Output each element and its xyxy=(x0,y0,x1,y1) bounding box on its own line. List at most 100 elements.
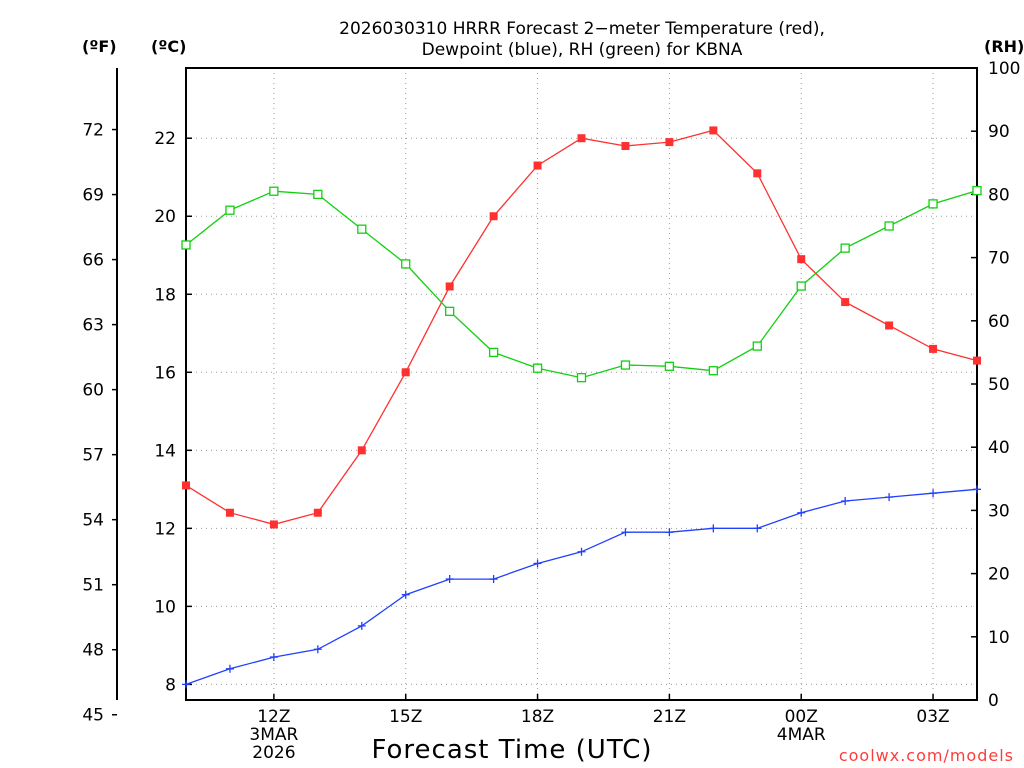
x-tick-label: 03Z xyxy=(916,707,949,727)
rh-point xyxy=(664,361,675,371)
temperature-point xyxy=(533,161,542,170)
rh-tick-label: 100 xyxy=(988,59,1020,79)
x-tick-label: 15Z xyxy=(389,707,422,727)
rh-point xyxy=(225,205,235,215)
temperature-point xyxy=(753,169,762,178)
temperature-point xyxy=(797,255,806,264)
dewpoint-point xyxy=(929,489,938,498)
rh-point xyxy=(752,341,762,351)
rh-point xyxy=(532,363,543,373)
temperature-point xyxy=(225,508,234,517)
rh-point xyxy=(796,281,806,291)
dewpoint-point xyxy=(973,485,981,494)
x-tick-label: 12Z xyxy=(257,707,290,727)
fahrenheit-tick-label: 63 xyxy=(82,316,104,336)
dewpoint-point xyxy=(621,528,630,537)
fahrenheit-tick-label: 45 xyxy=(82,706,104,726)
rh-tick-label: 30 xyxy=(988,501,1010,521)
x-tick-label: 21Z xyxy=(653,707,686,727)
rh-point xyxy=(488,347,499,358)
rh-tick-label: 90 xyxy=(988,122,1010,142)
dewpoint-point xyxy=(313,645,322,654)
dewpoint-point xyxy=(269,653,278,662)
rh-tick-label: 70 xyxy=(988,249,1010,269)
series-layer xyxy=(181,126,982,689)
fahrenheit-tick-label: 51 xyxy=(82,576,104,596)
rh-tick-label: 60 xyxy=(988,312,1010,332)
temperature-line xyxy=(185,129,978,526)
rh-point xyxy=(357,224,367,234)
rh-point xyxy=(884,221,894,231)
x-tick-label: 00Z xyxy=(785,707,818,727)
x-tick-label: 18Z xyxy=(521,707,554,727)
fahrenheit-tick-label: 48 xyxy=(82,641,104,661)
temperature-point xyxy=(357,446,366,455)
dewpoint-point xyxy=(533,559,542,568)
fahrenheit-tick-label: 66 xyxy=(82,251,104,271)
dewpoint-point xyxy=(357,621,366,630)
rh-series xyxy=(181,185,982,383)
celsius-unit-label: (ºC) xyxy=(151,37,186,56)
rh-point xyxy=(313,189,323,200)
fahrenheit-tick-label: 69 xyxy=(82,186,104,206)
rh-point xyxy=(181,240,191,250)
rh-tick-label: 10 xyxy=(988,628,1010,648)
dewpoint-point xyxy=(709,524,718,533)
dewpoint-point xyxy=(885,493,894,502)
dewpoint-point xyxy=(182,680,190,689)
temperature-point xyxy=(885,321,894,330)
chart-title-line2: Dewpoint (blue), RH (green) for KBNA xyxy=(422,40,743,60)
axes xyxy=(116,67,978,701)
dewpoint-point xyxy=(797,508,806,517)
dewpoint-line xyxy=(185,488,978,686)
celsius-tick-label: 16 xyxy=(154,363,176,383)
temperature-point xyxy=(269,520,278,529)
rh-point xyxy=(269,186,279,196)
fahrenheit-unit-label: (ºF) xyxy=(82,37,117,56)
tick-labels: 8 10 12 14 16 18 20 22 45 48 51 54 57 60 63 66 69 72 0 10 20… xyxy=(82,59,1020,763)
dewpoint-point xyxy=(445,575,454,584)
rh-point xyxy=(576,373,587,383)
rh-tick-label: 50 xyxy=(988,375,1010,395)
dewpoint-point xyxy=(753,524,762,533)
x-tick-label: 2026 xyxy=(252,743,295,763)
celsius-tick-label: 12 xyxy=(154,519,176,539)
fahrenheit-tick-label: 57 xyxy=(82,446,104,466)
fahrenheit-tick-label: 54 xyxy=(82,511,104,531)
temperature-point xyxy=(445,282,454,291)
celsius-tick-label: 20 xyxy=(154,207,176,227)
rh-tick-label: 40 xyxy=(988,438,1010,458)
x-tick-label: 4MAR xyxy=(777,725,826,745)
temperature-point xyxy=(313,508,322,517)
temperature-series xyxy=(182,126,981,529)
fahrenheit-tick-label: 72 xyxy=(82,121,104,141)
rh-point xyxy=(972,185,982,196)
source-credit: coolwx.com/models xyxy=(839,746,1014,765)
rh-unit-label: (RH) xyxy=(984,37,1024,56)
rh-tick-label: 80 xyxy=(988,185,1010,205)
rh-point xyxy=(708,366,718,376)
dewpoint-point xyxy=(665,528,674,537)
rh-point xyxy=(928,199,938,209)
rh-point xyxy=(840,243,850,253)
x-axis-label: Forecast Time (UTC) xyxy=(371,735,652,765)
temperature-point xyxy=(182,481,190,490)
temperature-point xyxy=(665,138,674,147)
rh-point xyxy=(620,360,631,370)
celsius-tick-label: 18 xyxy=(154,285,176,305)
celsius-tick-label: 10 xyxy=(154,597,176,617)
x-tick-label: 3MAR xyxy=(249,725,298,745)
dewpoint-point xyxy=(401,590,410,599)
fahrenheit-tick-label: 60 xyxy=(82,381,104,401)
rh-tick-label: 20 xyxy=(988,565,1010,585)
plot-frame xyxy=(185,67,978,701)
dewpoint-point xyxy=(577,547,586,556)
celsius-tick-label: 14 xyxy=(154,441,176,461)
temperature-point xyxy=(621,142,630,151)
celsius-tick-label: 22 xyxy=(154,129,176,149)
dewpoint-point xyxy=(489,575,498,584)
temperature-point xyxy=(709,126,718,135)
gridlines xyxy=(186,68,977,700)
rh-line xyxy=(185,189,978,379)
